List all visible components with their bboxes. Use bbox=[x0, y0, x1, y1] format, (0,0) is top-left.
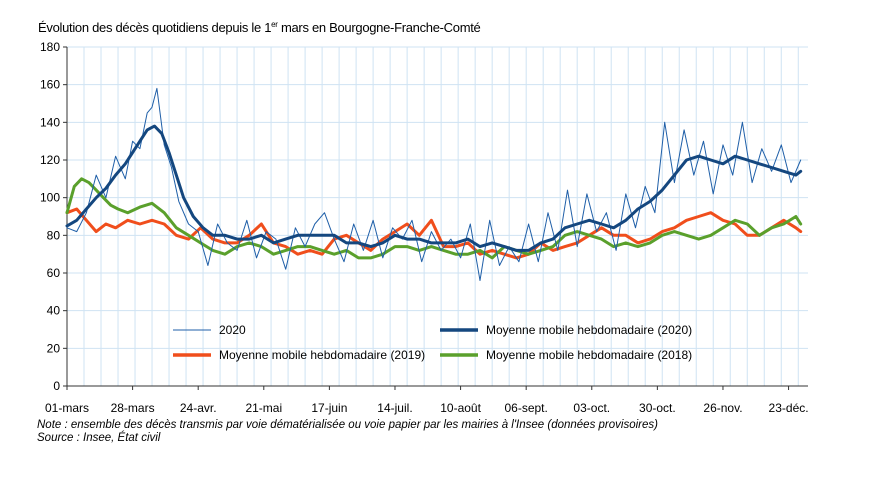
series-line-1 bbox=[65, 124, 803, 252]
x-tick-label: 23-déc. bbox=[769, 401, 809, 415]
y-tick-label: 100 bbox=[40, 191, 60, 205]
x-tick-label: 14-juil. bbox=[377, 401, 412, 415]
x-tick-label: 06-sept. bbox=[504, 401, 547, 415]
note-text: Note : ensemble des décès transmis par v… bbox=[37, 419, 658, 431]
chart-legend: 2020 Moyenne mobile hebdomadaire (2020) Mo… bbox=[173, 323, 692, 362]
y-tick-label: 140 bbox=[40, 115, 60, 129]
legend-label-0: 2020 bbox=[219, 323, 246, 337]
y-tick-label: 0 bbox=[53, 379, 60, 393]
chart-series bbox=[65, 87, 803, 281]
y-tick-label: 20 bbox=[47, 341, 61, 355]
chart-title-sup: er bbox=[271, 20, 278, 29]
x-tick-label: 24-avr. bbox=[180, 401, 217, 415]
series-line-0 bbox=[66, 87, 802, 281]
chart-axes: 0 20 40 60 80 100 120 140 160 180 01-mars 28-mars 24… bbox=[40, 40, 809, 415]
x-tick-label: 01-mars bbox=[45, 401, 89, 415]
chart-title: Évolution des décès quotidiens depuis le… bbox=[38, 20, 481, 35]
source-text: Source : Insee, État civil bbox=[37, 432, 161, 444]
y-tick-label: 160 bbox=[40, 78, 60, 92]
x-tick-label: 28-mars bbox=[111, 401, 155, 415]
y-tick-label: 40 bbox=[47, 304, 61, 318]
legend-label-3: Moyenne mobile hebdomadaire (2018) bbox=[486, 348, 692, 362]
y-tick-label: 180 bbox=[40, 40, 60, 54]
y-tick-label: 60 bbox=[47, 266, 61, 280]
x-tick-label: 03-oct. bbox=[573, 401, 610, 415]
x-tick-label: 21-mai bbox=[245, 401, 282, 415]
y-tick-label: 80 bbox=[47, 228, 61, 242]
chart-note: Note : ensemble des décès transmis par v… bbox=[37, 419, 658, 445]
x-tick-label: 26-nov. bbox=[703, 401, 742, 415]
legend-label-2: Moyenne mobile hebdomadaire (2019) bbox=[219, 348, 425, 362]
x-tick-label: 10-août bbox=[440, 401, 481, 415]
chart-title-pre: Évolution des décès quotidiens depuis le… bbox=[38, 20, 272, 35]
series-line-2 bbox=[65, 207, 803, 260]
y-tick-label: 120 bbox=[40, 153, 60, 167]
x-tick-label: 30-oct. bbox=[639, 401, 676, 415]
legend-label-1: Moyenne mobile hebdomadaire (2020) bbox=[486, 323, 692, 337]
chart-title-post: mars en Bourgogne-Franche-Comté bbox=[277, 20, 481, 35]
x-tick-label: 17-juin bbox=[311, 401, 347, 415]
